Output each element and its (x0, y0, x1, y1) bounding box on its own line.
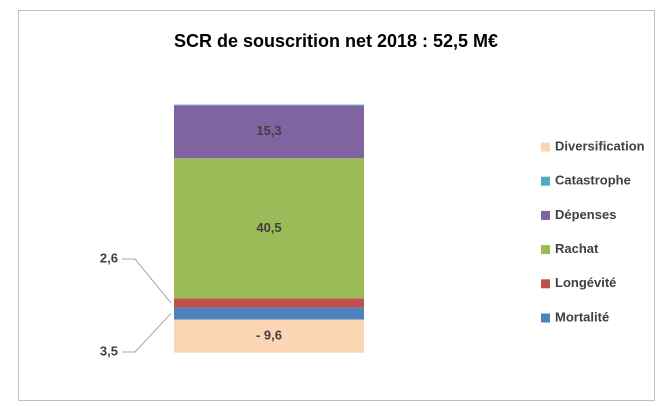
bar-segment (174, 319, 364, 353)
data-label: 2,6 (100, 250, 118, 265)
bar-segment (174, 104, 364, 106)
bar-segment (174, 158, 364, 299)
bar-segment (174, 105, 364, 159)
data-label: - 9,6 (256, 328, 282, 343)
legend-swatch (541, 313, 550, 323)
data-label: 3,5 (100, 343, 118, 358)
data-label: 15,3 (256, 123, 281, 138)
legend-label: Dépenses (555, 207, 616, 222)
legend-swatch (541, 279, 550, 289)
legend-swatch (541, 245, 550, 255)
legend-swatch (541, 176, 550, 186)
leader-line (122, 258, 172, 304)
data-label: 40,5 (256, 220, 281, 235)
legend-label: Longévité (555, 275, 616, 290)
bar-segment (174, 307, 364, 320)
legend-label: Diversification (555, 138, 645, 153)
leader-line (122, 313, 172, 353)
legend-label: Catastrophe (555, 173, 631, 188)
legend-swatch (541, 142, 550, 152)
legend-swatch (541, 210, 550, 220)
chart-title: SCR de souscrition net 2018 : 52,5 M€ (174, 31, 498, 51)
bar-segment (174, 298, 364, 308)
legend-label: Rachat (555, 241, 599, 256)
legend-label: Mortalité (555, 309, 609, 324)
